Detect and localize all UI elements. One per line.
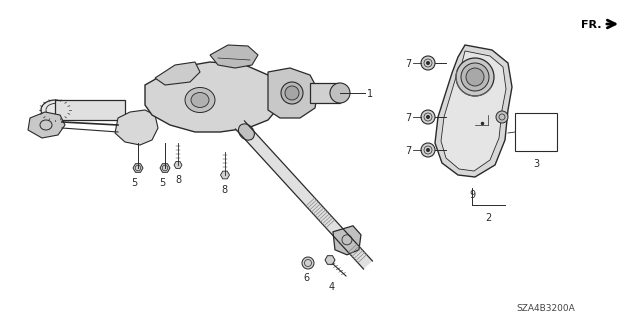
Polygon shape (160, 164, 170, 172)
Text: 9: 9 (469, 190, 475, 200)
Circle shape (421, 110, 435, 124)
Text: 6: 6 (303, 273, 309, 283)
Ellipse shape (41, 100, 69, 120)
Text: 5: 5 (131, 178, 137, 188)
Circle shape (421, 143, 435, 157)
Polygon shape (333, 226, 361, 255)
Ellipse shape (496, 111, 508, 123)
Ellipse shape (285, 86, 299, 100)
Polygon shape (268, 68, 318, 118)
Circle shape (426, 61, 430, 65)
FancyBboxPatch shape (310, 83, 340, 103)
Text: 5: 5 (159, 178, 165, 188)
Circle shape (302, 257, 314, 269)
Text: 7: 7 (404, 146, 411, 156)
Text: SZA4B3200A: SZA4B3200A (516, 304, 575, 313)
Polygon shape (133, 164, 143, 172)
Text: 2: 2 (485, 213, 491, 223)
Ellipse shape (281, 82, 303, 104)
Circle shape (426, 115, 430, 119)
Circle shape (421, 56, 435, 70)
Polygon shape (155, 62, 200, 85)
Polygon shape (210, 45, 258, 68)
Text: 1: 1 (367, 89, 373, 99)
Polygon shape (115, 110, 158, 145)
Text: 8: 8 (221, 185, 227, 195)
Polygon shape (325, 256, 335, 264)
Circle shape (426, 148, 430, 152)
Polygon shape (221, 171, 230, 179)
Ellipse shape (466, 68, 484, 86)
Ellipse shape (239, 124, 254, 140)
Ellipse shape (191, 93, 209, 108)
Polygon shape (441, 51, 506, 171)
Ellipse shape (185, 87, 215, 113)
Polygon shape (435, 45, 512, 177)
Text: 7: 7 (404, 59, 411, 69)
Text: 8: 8 (175, 175, 181, 185)
Text: 7: 7 (404, 113, 411, 123)
Text: FR.: FR. (580, 20, 601, 30)
Ellipse shape (330, 83, 350, 103)
Text: 4: 4 (329, 282, 335, 292)
Ellipse shape (456, 58, 494, 96)
Polygon shape (236, 121, 372, 269)
FancyBboxPatch shape (55, 100, 125, 120)
Polygon shape (145, 62, 280, 132)
Ellipse shape (461, 63, 489, 91)
Polygon shape (28, 112, 65, 138)
Polygon shape (174, 161, 182, 168)
Text: 3: 3 (533, 159, 539, 169)
